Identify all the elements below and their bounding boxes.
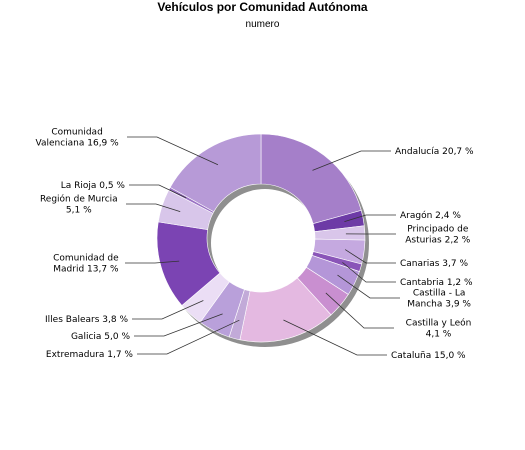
slice-label-line: Asturias 2,2 % [405, 236, 471, 246]
slice-label-line: Castilla y León [406, 318, 472, 329]
slice-label: Comunidad Valenciana 16,9 % [35, 128, 119, 149]
slice-label-line: La Rioja 0,5 % [61, 181, 126, 191]
slice-label-line: Cataluña 15,0 % [391, 351, 466, 361]
slice-label: Comunidad de Madrid 13,7 % [53, 254, 119, 275]
leader-line [134, 313, 223, 337]
leader-line [137, 319, 240, 355]
leader-line [125, 260, 180, 264]
slice-label-line: Comunidad de [53, 254, 119, 264]
slice-label: Canarias 3,7 % [400, 259, 468, 269]
leader-line [342, 262, 396, 283]
leader-line [344, 249, 396, 264]
slice-label: Aragón 2,4 % [400, 210, 461, 221]
slice-label-line: Extremadura 1,7 % [46, 350, 134, 360]
pie-slice [260, 133, 362, 225]
slice-label-line: Castilla - La [413, 289, 466, 299]
slice-label-line: Madrid 13,7 % [53, 265, 119, 275]
slice-label: Galicia 5,0 % [71, 332, 130, 342]
slice-label-line: Illes Balears 3,8 % [45, 315, 128, 325]
slice-label: Illes Balears 3,8 % [45, 315, 128, 325]
slice-label: Cantabria 1,2 % [400, 278, 473, 288]
slice-label: Región de Murcia 5,1 % [40, 194, 118, 216]
slice-label: Extremadura 1,7 % [46, 350, 134, 360]
slice-label-line: 4,1 % [426, 330, 452, 340]
leader-line [312, 150, 391, 171]
slice-label-line: 5,1 % [66, 206, 92, 216]
chart-subtitle: numero [245, 19, 280, 30]
leader-line [337, 274, 400, 299]
leader-line [325, 292, 394, 329]
chart-title: Vehículos por Comunidad Autónoma [157, 0, 368, 14]
slice-label-line: Galicia 5,0 % [71, 332, 130, 342]
slice-label-line: Mancha 3,9 % [407, 300, 471, 310]
leader-line [283, 319, 387, 356]
slice-label: Andalucía 20,7 % [395, 147, 474, 157]
leader-line [129, 184, 187, 199]
leader-line [132, 300, 204, 320]
slice-label-line: Cantabria 1,2 % [400, 278, 473, 288]
slice-label-line: Canarias 3,7 % [400, 259, 468, 269]
pie-slice [169, 133, 262, 213]
slice-label-line: Andalucía 20,7 % [395, 147, 474, 157]
leader-line [127, 136, 219, 166]
slice-label-line: Valenciana 16,9 % [35, 139, 119, 149]
slice-label: La Rioja 0,5 % [61, 181, 126, 191]
slice-label: Castilla - La Mancha 3,9 % [407, 289, 471, 310]
slice-label: Cataluña 15,0 % [391, 351, 466, 361]
slice-label-line: Región de Murcia [40, 194, 118, 205]
slice-label: Principado de Asturias 2,2 % [405, 225, 471, 246]
slice-label-line: Comunidad [51, 128, 102, 138]
slice-label: Castilla y León 4,1 % [406, 318, 472, 340]
leader-line [344, 214, 396, 223]
leader-line [126, 203, 181, 212]
slice-label-line: Principado de [407, 225, 469, 235]
slice-label-line: Aragón 2,4 % [400, 210, 461, 221]
